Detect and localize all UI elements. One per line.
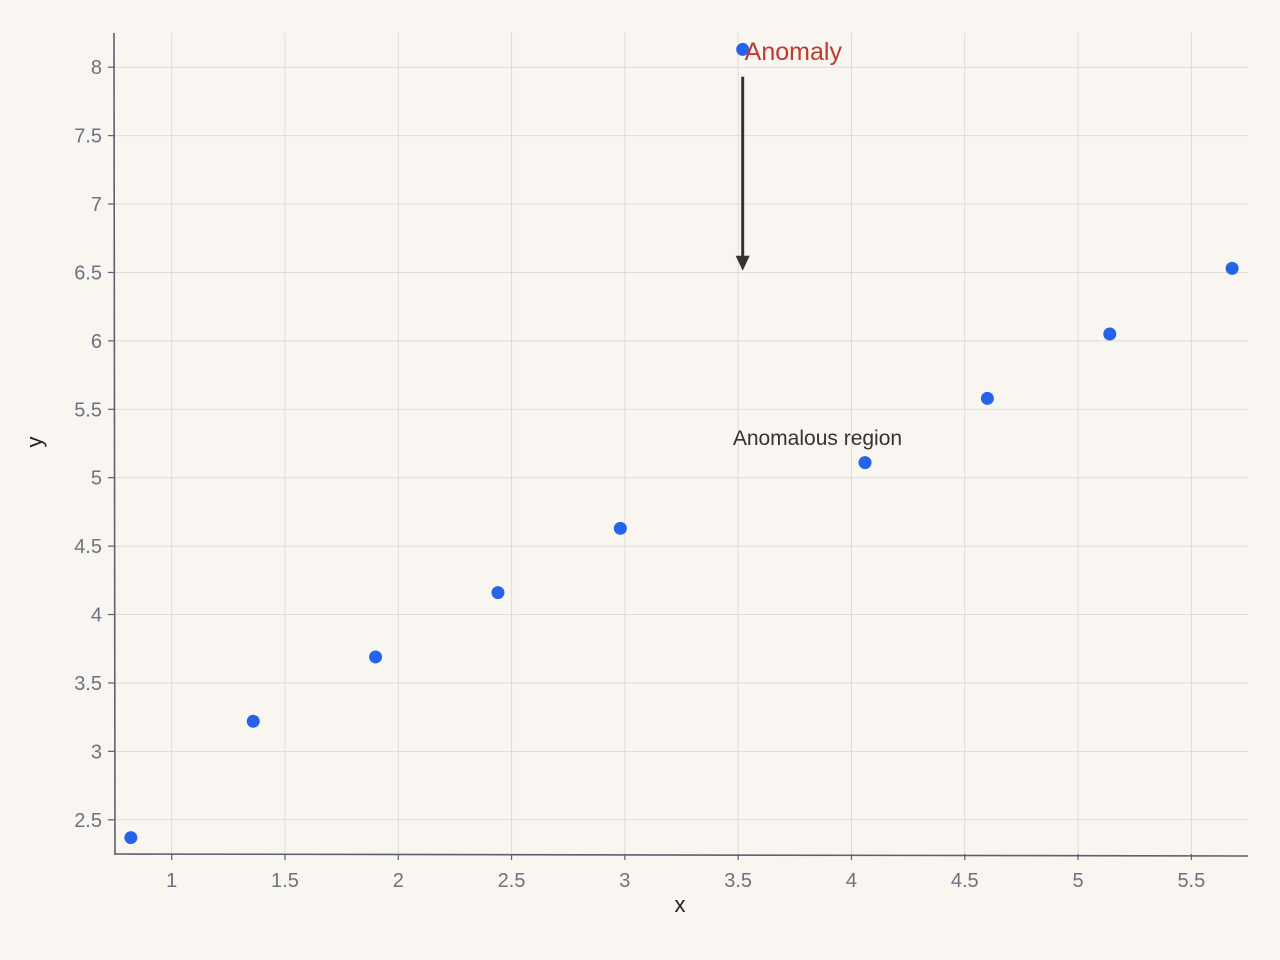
y-tick-label: 7 (91, 194, 102, 216)
annotations: Anomaly Anomalous region (733, 38, 902, 450)
x-tick-label: 4.5 (951, 870, 979, 892)
y-tick-label: 3.5 (74, 673, 102, 695)
y-tick-label: 5 (91, 468, 102, 490)
y-axis-line (113, 32, 116, 856)
y-tick-label: 6.5 (74, 262, 102, 284)
data-point (736, 42, 750, 56)
y-tick-label: 6 (91, 331, 102, 353)
x-axis-title: x (675, 892, 686, 917)
data-point (1103, 327, 1117, 341)
x-tick-label: 1.5 (271, 870, 299, 892)
x-ticks: 1 1.5 2 2.5 3 3.5 4 4.5 5 5.5 (166, 854, 1205, 892)
anomaly-arrow-head-icon (735, 255, 750, 271)
data-point (369, 650, 383, 664)
y-tick-label: 7.5 (74, 126, 102, 148)
x-tick-label: 3.5 (724, 870, 752, 892)
y-tick-label: 4 (91, 605, 102, 627)
x-tick-label: 5 (1072, 870, 1083, 892)
anomaly-label: Anomaly (745, 38, 843, 66)
x-tick-label: 2.5 (498, 870, 526, 892)
data-point (491, 586, 505, 600)
x-tick-label: 1 (166, 870, 177, 892)
x-tick-label: 4 (846, 870, 857, 892)
y-tick-label: 5.5 (74, 399, 102, 421)
data-point (246, 714, 260, 728)
y-tick-label: 2.5 (74, 810, 102, 832)
grid (115, 33, 1248, 854)
anomalous-region-label: Anomalous region (733, 427, 902, 450)
x-tick-label: 5.5 (1177, 870, 1205, 892)
y-tick-label: 8 (91, 57, 102, 79)
x-axis-line (114, 853, 1249, 857)
data-point (858, 456, 872, 470)
x-tick-label: 3 (619, 870, 630, 892)
data-point (613, 521, 627, 535)
data-points (124, 42, 1239, 845)
data-point (980, 391, 994, 405)
data-point (124, 831, 138, 845)
y-tick-label: 4.5 (74, 536, 102, 558)
data-point (1225, 261, 1239, 275)
y-ticks: 2.5 3 3.5 4 4.5 5 5.5 6 6.5 7 7.5 8 (74, 57, 115, 832)
x-tick-label: 2 (393, 870, 404, 892)
axes (113, 32, 1249, 857)
y-axis-title: y (22, 437, 47, 448)
y-tick-label: 3 (91, 741, 102, 763)
